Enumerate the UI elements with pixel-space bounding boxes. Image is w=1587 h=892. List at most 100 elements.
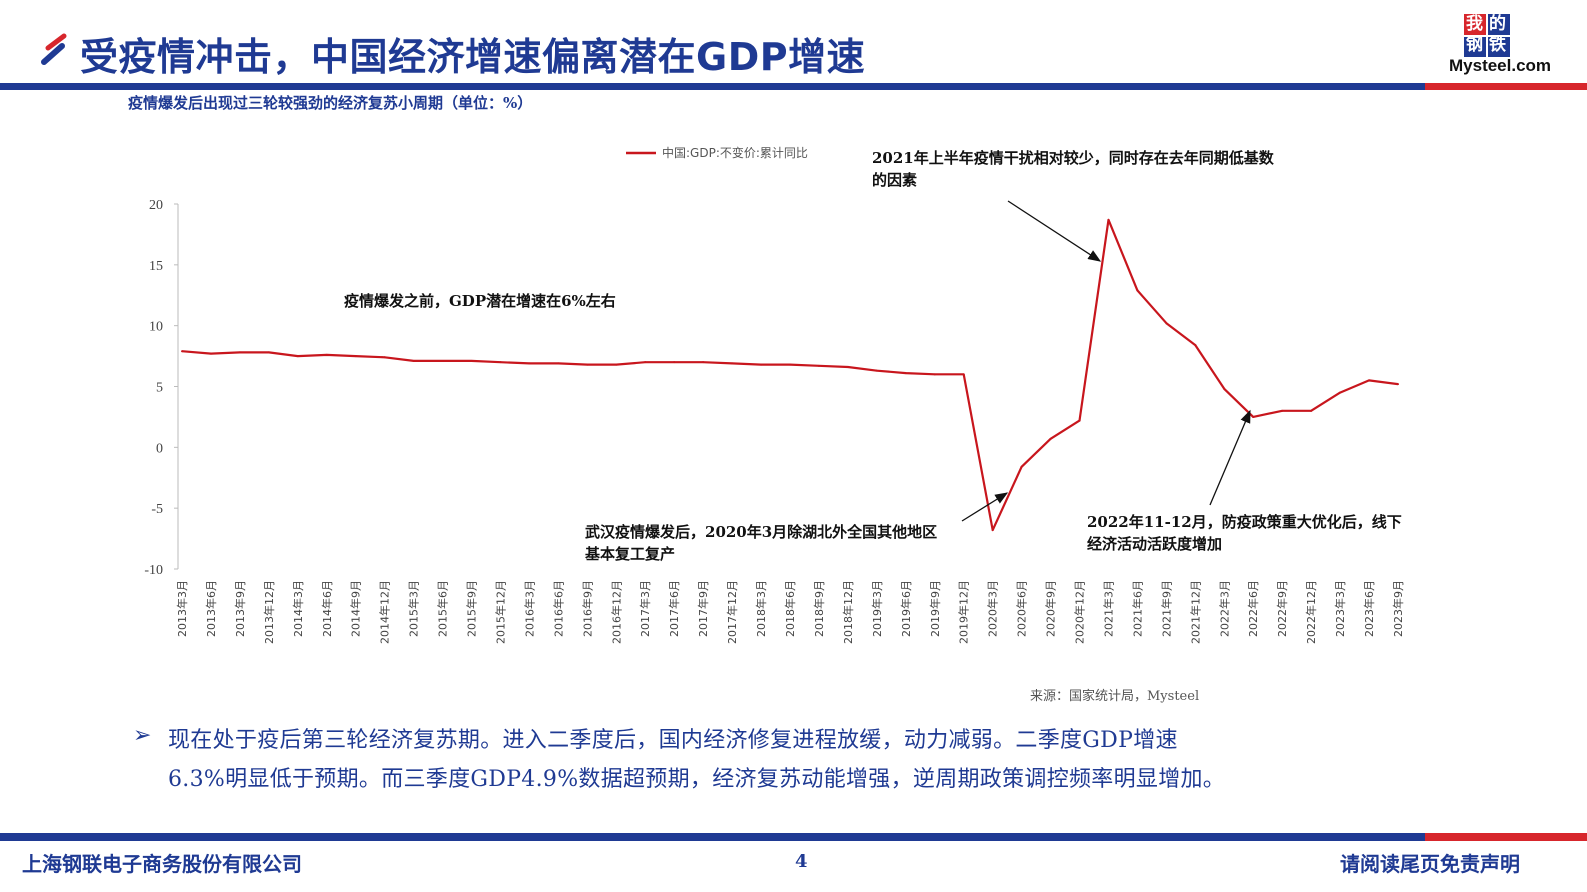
x-tick-label: 2020年9月 xyxy=(1044,580,1058,637)
footer-company: 上海钢联电子商务股份有限公司 xyxy=(22,852,302,876)
data-point xyxy=(1281,409,1284,412)
series-line-gdp xyxy=(181,218,1399,532)
x-tick-label: 2021年9月 xyxy=(1159,580,1173,637)
data-point xyxy=(1049,437,1052,440)
data-point xyxy=(1136,289,1139,292)
footer-divider-red xyxy=(1425,833,1587,841)
x-tick-label: 2016年12月 xyxy=(609,580,623,644)
x-tick-label: 2021年3月 xyxy=(1101,580,1115,637)
data-point xyxy=(209,352,212,355)
data-point xyxy=(181,350,183,353)
logo-line-1: 我的 xyxy=(1466,14,1512,34)
y-tick-label: 0 xyxy=(156,441,163,456)
data-point xyxy=(1020,465,1023,468)
data-point xyxy=(644,361,647,364)
data-point xyxy=(904,372,907,375)
data-point xyxy=(238,351,241,354)
x-tick-label: 2022年3月 xyxy=(1217,580,1231,637)
data-point xyxy=(789,363,791,366)
data-point xyxy=(1107,218,1110,221)
body-line-2: 6.3%明显低于预期。而三季度GDP4.9%数据超预期，经济复苏动能增强，逆周期… xyxy=(168,767,1226,792)
y-tick-label: -10 xyxy=(144,563,163,578)
data-point xyxy=(1397,383,1399,386)
data-point xyxy=(760,363,763,366)
data-point xyxy=(962,373,965,376)
x-tick-label: 2015年9月 xyxy=(465,580,479,637)
x-tick-label: 2018年6月 xyxy=(783,580,797,637)
header-divider-red xyxy=(1425,83,1587,90)
data-point xyxy=(441,359,444,362)
annotation-pre-pandemic: 疫情爆发之前，GDP潜在增速在6%左右 xyxy=(344,292,616,310)
data-point xyxy=(673,361,676,364)
logo-wordmark: Mysteel.com xyxy=(1449,56,1552,75)
y-axis: 20 15 10 5 0 -5 -10 xyxy=(144,198,179,578)
footer-disclaimer: 请阅读尾页免责声明 xyxy=(1340,852,1520,876)
footer-divider-blue xyxy=(0,833,1425,841)
logo-line-2: 钢铁 xyxy=(1466,35,1512,55)
page-title: 受疫情冲击，中国经济增速偏离潜在GDP增速 xyxy=(80,35,866,79)
x-tick-label: 2014年9月 xyxy=(349,580,363,637)
series-layer xyxy=(181,218,1399,532)
data-point xyxy=(702,361,705,364)
y-tick-label: 20 xyxy=(149,198,163,213)
data-point xyxy=(1223,387,1226,390)
data-point xyxy=(1194,344,1197,347)
data-point xyxy=(412,359,415,362)
data-point xyxy=(1165,322,1168,325)
bullet-icon: ➢ xyxy=(133,723,152,748)
data-point xyxy=(1252,415,1255,418)
data-point xyxy=(846,366,849,369)
annotation-2021-line1: 2021年上半年疫情干扰相对较少，同时存在去年同期低基数 xyxy=(872,149,1275,167)
data-point xyxy=(325,353,328,356)
x-tick-label: 2021年12月 xyxy=(1188,580,1202,644)
data-point xyxy=(731,362,734,365)
data-point xyxy=(586,363,589,366)
chart-source: 来源：国家统计局，Mysteel xyxy=(1030,689,1200,704)
x-tick-label: 2013年3月 xyxy=(175,580,189,637)
data-point xyxy=(499,361,502,364)
x-tick-label: 2023年9月 xyxy=(1391,580,1405,637)
x-tick-label: 2014年6月 xyxy=(320,580,334,637)
header-divider-blue xyxy=(0,83,1425,90)
x-tick-label: 2015年3月 xyxy=(407,580,421,637)
x-tick-label: 2022年9月 xyxy=(1275,580,1289,637)
x-tick-label: 2023年6月 xyxy=(1362,580,1376,637)
data-point xyxy=(1078,419,1081,422)
x-tick-label: 2016年6月 xyxy=(551,580,565,637)
data-point xyxy=(267,351,270,354)
x-tick-label: 2018年3月 xyxy=(754,580,768,637)
chart-subtitle: 疫情爆发后出现过三轮较强劲的经济复苏小周期（单位：%） xyxy=(128,94,533,112)
y-tick-label: 5 xyxy=(156,381,163,396)
annotation-wuhan-line2: 基本复工复产 xyxy=(584,545,675,563)
data-point xyxy=(557,362,560,365)
data-point xyxy=(470,359,473,362)
body-line-1: 现在处于疫后第三轮经济复苏期。进入二季度后，国内经济修复进程放缓，动力减弱。二季… xyxy=(168,728,1178,753)
data-point xyxy=(991,529,994,532)
page-number: 4 xyxy=(795,851,808,872)
x-tick-label: 2016年9月 xyxy=(580,580,594,637)
data-point xyxy=(1339,391,1342,394)
data-point xyxy=(383,356,386,359)
x-tick-label: 2013年12月 xyxy=(262,580,276,644)
legend: 中国:GDP:不变价:累计同比 xyxy=(626,145,808,160)
x-tick-label: 2019年3月 xyxy=(870,580,884,637)
data-point xyxy=(1368,379,1371,382)
arrow-2022 xyxy=(1209,409,1251,506)
x-tick-label: 2019年9月 xyxy=(928,580,942,637)
annotation-2021-line2: 的因素 xyxy=(872,171,917,189)
x-tick-label: 2013年9月 xyxy=(233,580,247,637)
x-tick-label: 2022年6月 xyxy=(1246,580,1260,637)
data-point xyxy=(528,362,531,365)
legend-label: 中国:GDP:不变价:累计同比 xyxy=(662,145,808,160)
data-point xyxy=(615,363,618,366)
x-tick-label: 2020年12月 xyxy=(1073,580,1087,644)
x-tick-label: 2015年6月 xyxy=(436,580,450,637)
annotations: 疫情爆发之前，GDP潜在增速在6%左右 2021年上半年疫情干扰相对较少，同时存… xyxy=(344,149,1402,563)
x-tick-label: 2020年3月 xyxy=(986,580,1000,637)
y-tick-label: 10 xyxy=(149,320,163,335)
x-tick-label: 2018年12月 xyxy=(841,580,855,644)
x-tick-label: 2015年12月 xyxy=(493,580,507,644)
x-tick-label: 2013年6月 xyxy=(204,580,218,637)
x-tick-label: 2017年3月 xyxy=(638,580,652,637)
